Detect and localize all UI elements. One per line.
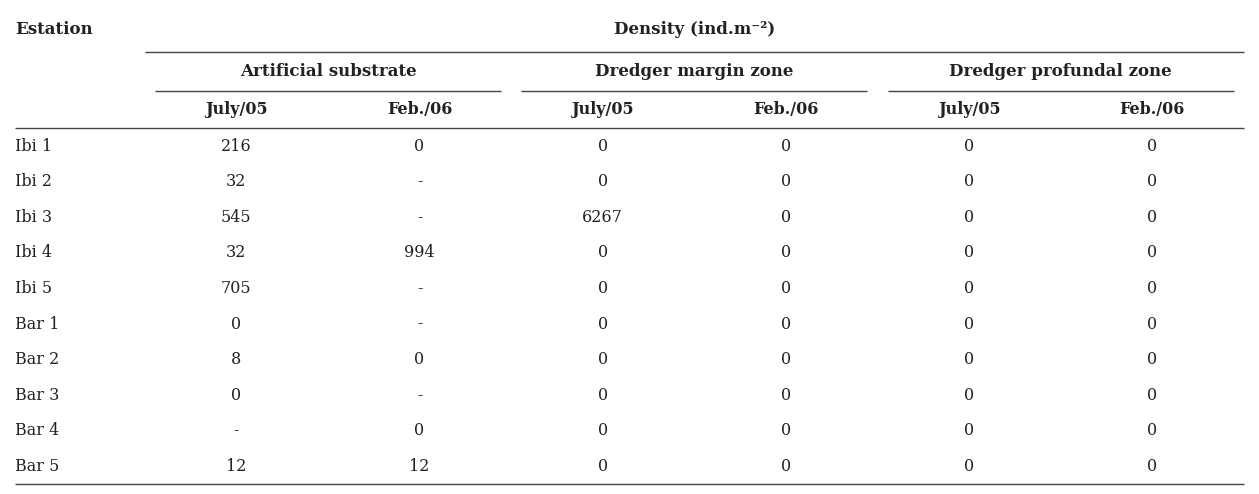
Text: -: - xyxy=(417,316,422,332)
Text: Feb./06: Feb./06 xyxy=(387,101,452,118)
Text: Feb./06: Feb./06 xyxy=(1119,101,1185,118)
Text: 0: 0 xyxy=(1147,387,1157,404)
Text: 0: 0 xyxy=(598,138,608,155)
Text: Bar 1: Bar 1 xyxy=(15,316,59,332)
Text: 0: 0 xyxy=(964,173,974,190)
Text: July/05: July/05 xyxy=(938,101,1001,118)
Text: 0: 0 xyxy=(598,422,608,439)
Text: 0: 0 xyxy=(964,245,974,261)
Text: 0: 0 xyxy=(232,316,242,332)
Text: Bar 4: Bar 4 xyxy=(15,422,59,439)
Text: 0: 0 xyxy=(414,422,424,439)
Text: 0: 0 xyxy=(964,422,974,439)
Text: 0: 0 xyxy=(414,138,424,155)
Text: 0: 0 xyxy=(598,387,608,404)
Text: -: - xyxy=(417,209,422,226)
Text: -: - xyxy=(417,173,422,190)
Text: Dredger profundal zone: Dredger profundal zone xyxy=(949,63,1172,80)
Text: 0: 0 xyxy=(781,173,791,190)
Text: 0: 0 xyxy=(781,316,791,332)
Text: 0: 0 xyxy=(1147,173,1157,190)
Text: July/05: July/05 xyxy=(572,101,635,118)
Text: 0: 0 xyxy=(1147,209,1157,226)
Text: 0: 0 xyxy=(781,422,791,439)
Text: 216: 216 xyxy=(222,138,252,155)
Text: 0: 0 xyxy=(964,138,974,155)
Text: 545: 545 xyxy=(222,209,252,226)
Text: 0: 0 xyxy=(598,458,608,475)
Text: 12: 12 xyxy=(227,458,247,475)
Text: 0: 0 xyxy=(1147,280,1157,297)
Text: 32: 32 xyxy=(227,245,247,261)
Text: Bar 5: Bar 5 xyxy=(15,458,59,475)
Text: Estation: Estation xyxy=(15,21,93,38)
Text: Ibi 1: Ibi 1 xyxy=(15,138,52,155)
Text: Feb./06: Feb./06 xyxy=(753,101,818,118)
Text: 0: 0 xyxy=(1147,316,1157,332)
Text: Ibi 3: Ibi 3 xyxy=(15,209,52,226)
Text: 0: 0 xyxy=(598,351,608,368)
Text: Ibi 4: Ibi 4 xyxy=(15,245,52,261)
Text: Dredger margin zone: Dredger margin zone xyxy=(596,63,793,80)
Text: 6267: 6267 xyxy=(583,209,623,226)
Text: -: - xyxy=(417,280,422,297)
Text: 0: 0 xyxy=(598,280,608,297)
Text: 32: 32 xyxy=(227,173,247,190)
Text: 12: 12 xyxy=(409,458,429,475)
Text: 0: 0 xyxy=(781,351,791,368)
Text: Ibi 2: Ibi 2 xyxy=(15,173,52,190)
Text: 0: 0 xyxy=(964,209,974,226)
Text: 0: 0 xyxy=(1147,351,1157,368)
Text: 0: 0 xyxy=(414,351,424,368)
Text: 0: 0 xyxy=(781,387,791,404)
Text: 0: 0 xyxy=(781,245,791,261)
Text: 0: 0 xyxy=(1147,458,1157,475)
Text: Artificial substrate: Artificial substrate xyxy=(239,63,417,80)
Text: 8: 8 xyxy=(232,351,242,368)
Text: 0: 0 xyxy=(781,458,791,475)
Text: Density (ind.m⁻²): Density (ind.m⁻²) xyxy=(613,21,776,38)
Text: 994: 994 xyxy=(404,245,434,261)
Text: 0: 0 xyxy=(781,138,791,155)
Text: 0: 0 xyxy=(232,387,242,404)
Text: 0: 0 xyxy=(1147,422,1157,439)
Text: 0: 0 xyxy=(964,316,974,332)
Text: 0: 0 xyxy=(964,458,974,475)
Text: 0: 0 xyxy=(1147,245,1157,261)
Text: -: - xyxy=(234,422,239,439)
Text: Bar 2: Bar 2 xyxy=(15,351,59,368)
Text: 0: 0 xyxy=(964,280,974,297)
Text: 0: 0 xyxy=(598,245,608,261)
Text: 0: 0 xyxy=(964,351,974,368)
Text: 0: 0 xyxy=(964,387,974,404)
Text: July/05: July/05 xyxy=(205,101,268,118)
Text: Bar 3: Bar 3 xyxy=(15,387,59,404)
Text: 705: 705 xyxy=(222,280,252,297)
Text: Ibi 5: Ibi 5 xyxy=(15,280,52,297)
Text: -: - xyxy=(417,387,422,404)
Text: 0: 0 xyxy=(781,209,791,226)
Text: 0: 0 xyxy=(598,316,608,332)
Text: 0: 0 xyxy=(781,280,791,297)
Text: 0: 0 xyxy=(1147,138,1157,155)
Text: 0: 0 xyxy=(598,173,608,190)
